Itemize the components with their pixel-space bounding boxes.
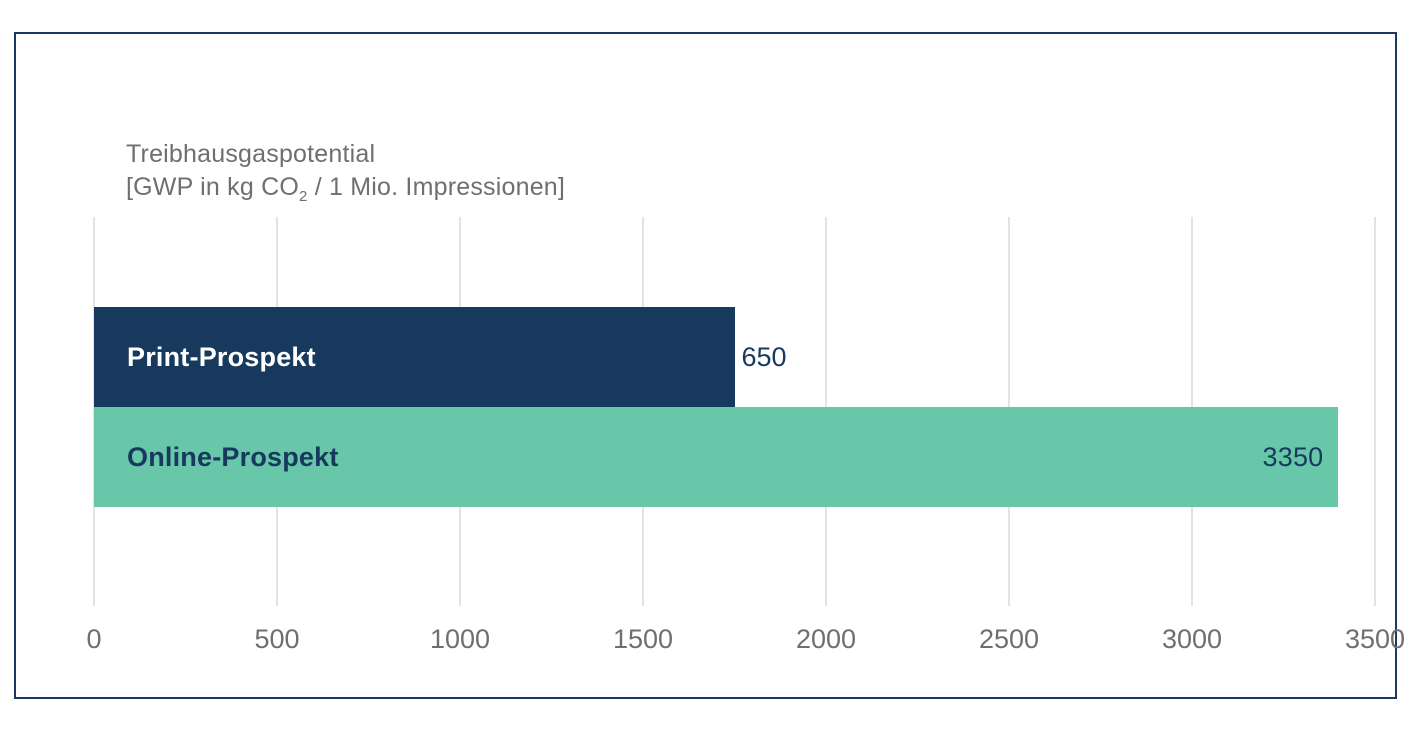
chart-frame: Treibhausgaspotential [GWP in kg CO2 / 1… (14, 32, 1405, 699)
axis-tick-label: 3500 (1344, 624, 1406, 654)
axis-tick-label: 500 (254, 624, 300, 654)
chart-subtitle: [GWP in kg CO2 / 1 Mio. Impressionen] (126, 171, 565, 213)
axis-tick-label: 2500 (978, 624, 1040, 654)
bar-label-print: Print-Prospekt (127, 341, 316, 372)
bar-print-prospekt: Print-Prospekt (94, 307, 735, 407)
plot-area: 0 500 1000 1500 2000 2500 3000 3500 Print-Prosp… (86, 217, 1405, 654)
value-label-print: 650 (741, 341, 787, 372)
axis-tick-label: 0 (86, 624, 102, 654)
axis-tick-label: 1000 (429, 624, 491, 654)
axis-tick-label: 2000 (795, 624, 857, 654)
subtitle-prefix: [GWP in kg CO (126, 173, 300, 201)
chart-title: Treibhausgaspotential (126, 140, 376, 168)
axis-tick-label: 1500 (612, 624, 674, 654)
gridline (1374, 217, 1376, 606)
value-label-online: 3350 (1262, 441, 1324, 472)
subtitle-suffix: / 1 Mio. Impressionen] (307, 173, 566, 201)
axis-tick-label: 3000 (1161, 624, 1223, 654)
bar-online-prospekt: Online-Prospekt 3350 (94, 407, 1339, 507)
chart-title-block: Treibhausgaspotential [GWP in kg CO2 / 1… (126, 138, 565, 213)
bar-label-online: Online-Prospekt (127, 441, 339, 472)
co2-subscript: 2 (299, 188, 308, 205)
